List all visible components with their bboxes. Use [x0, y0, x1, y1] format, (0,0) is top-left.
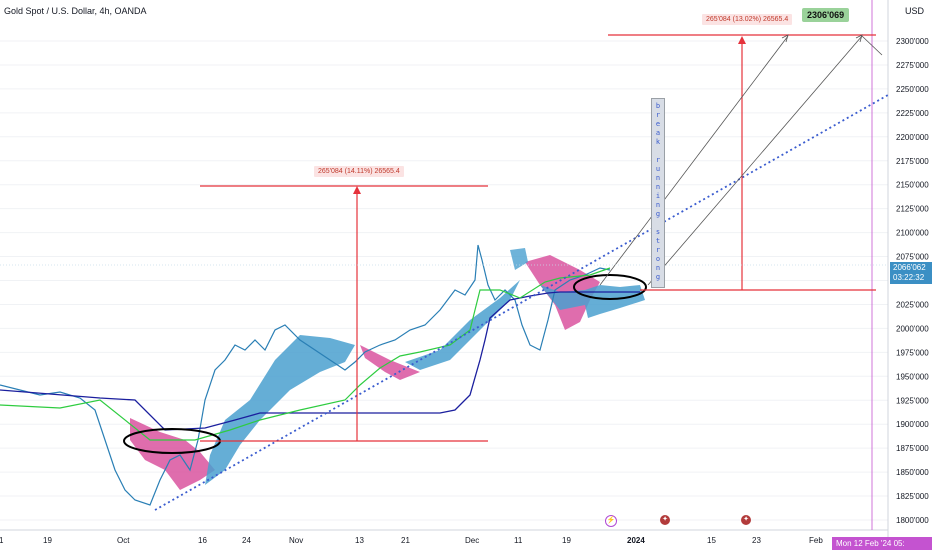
us-flag-event-icon[interactable]: ✦	[660, 515, 670, 525]
y-tick-label: 2100'000	[896, 229, 929, 238]
symbol-title[interactable]: Gold Spot / U.S. Dollar, 4h, OANDA	[4, 6, 147, 16]
y-tick-label: 1825'000	[896, 492, 929, 501]
x-tick-label: 19	[43, 536, 52, 545]
x-tick-label: Feb	[809, 536, 823, 545]
projection-line-1	[599, 35, 789, 286]
projection-line-2	[647, 35, 863, 286]
projection-arrowhead-2	[855, 34, 863, 43]
tenkan-line	[0, 267, 611, 441]
cloud-bull-1	[205, 335, 355, 485]
y-tick-label: 2200'000	[896, 133, 929, 142]
y-tick-label: 2225'000	[896, 109, 929, 118]
x-tick-label: 16	[198, 536, 207, 545]
projection-arrowhead-1	[781, 34, 789, 43]
y-tick-label: 2025'000	[896, 300, 929, 309]
x-tick-label: 13	[355, 536, 364, 545]
price-line	[0, 244, 611, 506]
y-tick-label: 1875'000	[896, 444, 929, 453]
y-tick-label: 1975'000	[896, 348, 929, 357]
x-tick-label: 11	[514, 536, 523, 545]
projection-extension	[861, 35, 883, 56]
cloud-bull-4	[510, 248, 528, 270]
y-tick-label: 2150'000	[896, 181, 929, 190]
x-tick-label: 15	[707, 536, 716, 545]
currency-label[interactable]: USD	[904, 6, 924, 16]
y-tick-label: 2275'000	[896, 61, 929, 70]
countdown-badge: 03:22:32	[890, 272, 932, 284]
y-tick-label: 2175'000	[896, 157, 929, 166]
x-tick-label: 24	[242, 536, 251, 545]
y-tick-label: 1925'000	[896, 396, 929, 405]
x-tick-label: 21	[401, 536, 410, 545]
y-tick-label: 2125'000	[896, 205, 929, 214]
y-tick-label: 1900'000	[896, 420, 929, 429]
y-tick-label: 2000'000	[896, 324, 929, 333]
y-tick-label: 1850'000	[896, 468, 929, 477]
x-tick-label: Dec	[465, 536, 479, 545]
target-price-badge: 2306'069	[802, 8, 850, 22]
x-tick-label: Nov	[289, 536, 303, 545]
x-tick-label: 19	[562, 536, 571, 545]
x-tick-label: 2024	[627, 536, 645, 545]
cloud-bear-1	[130, 418, 215, 490]
x-tick-label: 23	[752, 536, 761, 545]
y-tick-label: 2250'000	[896, 85, 929, 94]
y-tick-label: 1950'000	[896, 372, 929, 381]
current-price-badge: 2066'062	[890, 262, 932, 274]
crosshair-date-label: Mon 12 Feb '24 05:	[832, 537, 932, 550]
measure-arrowhead-2	[738, 36, 746, 44]
y-tick-label: 1800'000	[896, 516, 929, 525]
highlight-ellipse-2	[573, 274, 647, 300]
kijun-line	[0, 291, 640, 431]
x-tick-label: Oct	[117, 536, 130, 545]
us-flag-event-icon[interactable]: ✦	[741, 515, 751, 525]
y-tick-label: 2300'000	[896, 37, 929, 46]
cloud-bull-3	[540, 285, 645, 318]
measure-label-1: 265'084 (14.11%) 26565.4	[314, 166, 404, 177]
measure-arrowhead-1	[353, 186, 361, 194]
x-tick-label: 1	[0, 536, 4, 545]
y-tick-label: 2075'000	[896, 253, 929, 262]
lightning-event-icon[interactable]: ⚡	[605, 515, 617, 527]
measure-label-2: 265'084 (13.02%) 26565.4	[702, 14, 793, 25]
